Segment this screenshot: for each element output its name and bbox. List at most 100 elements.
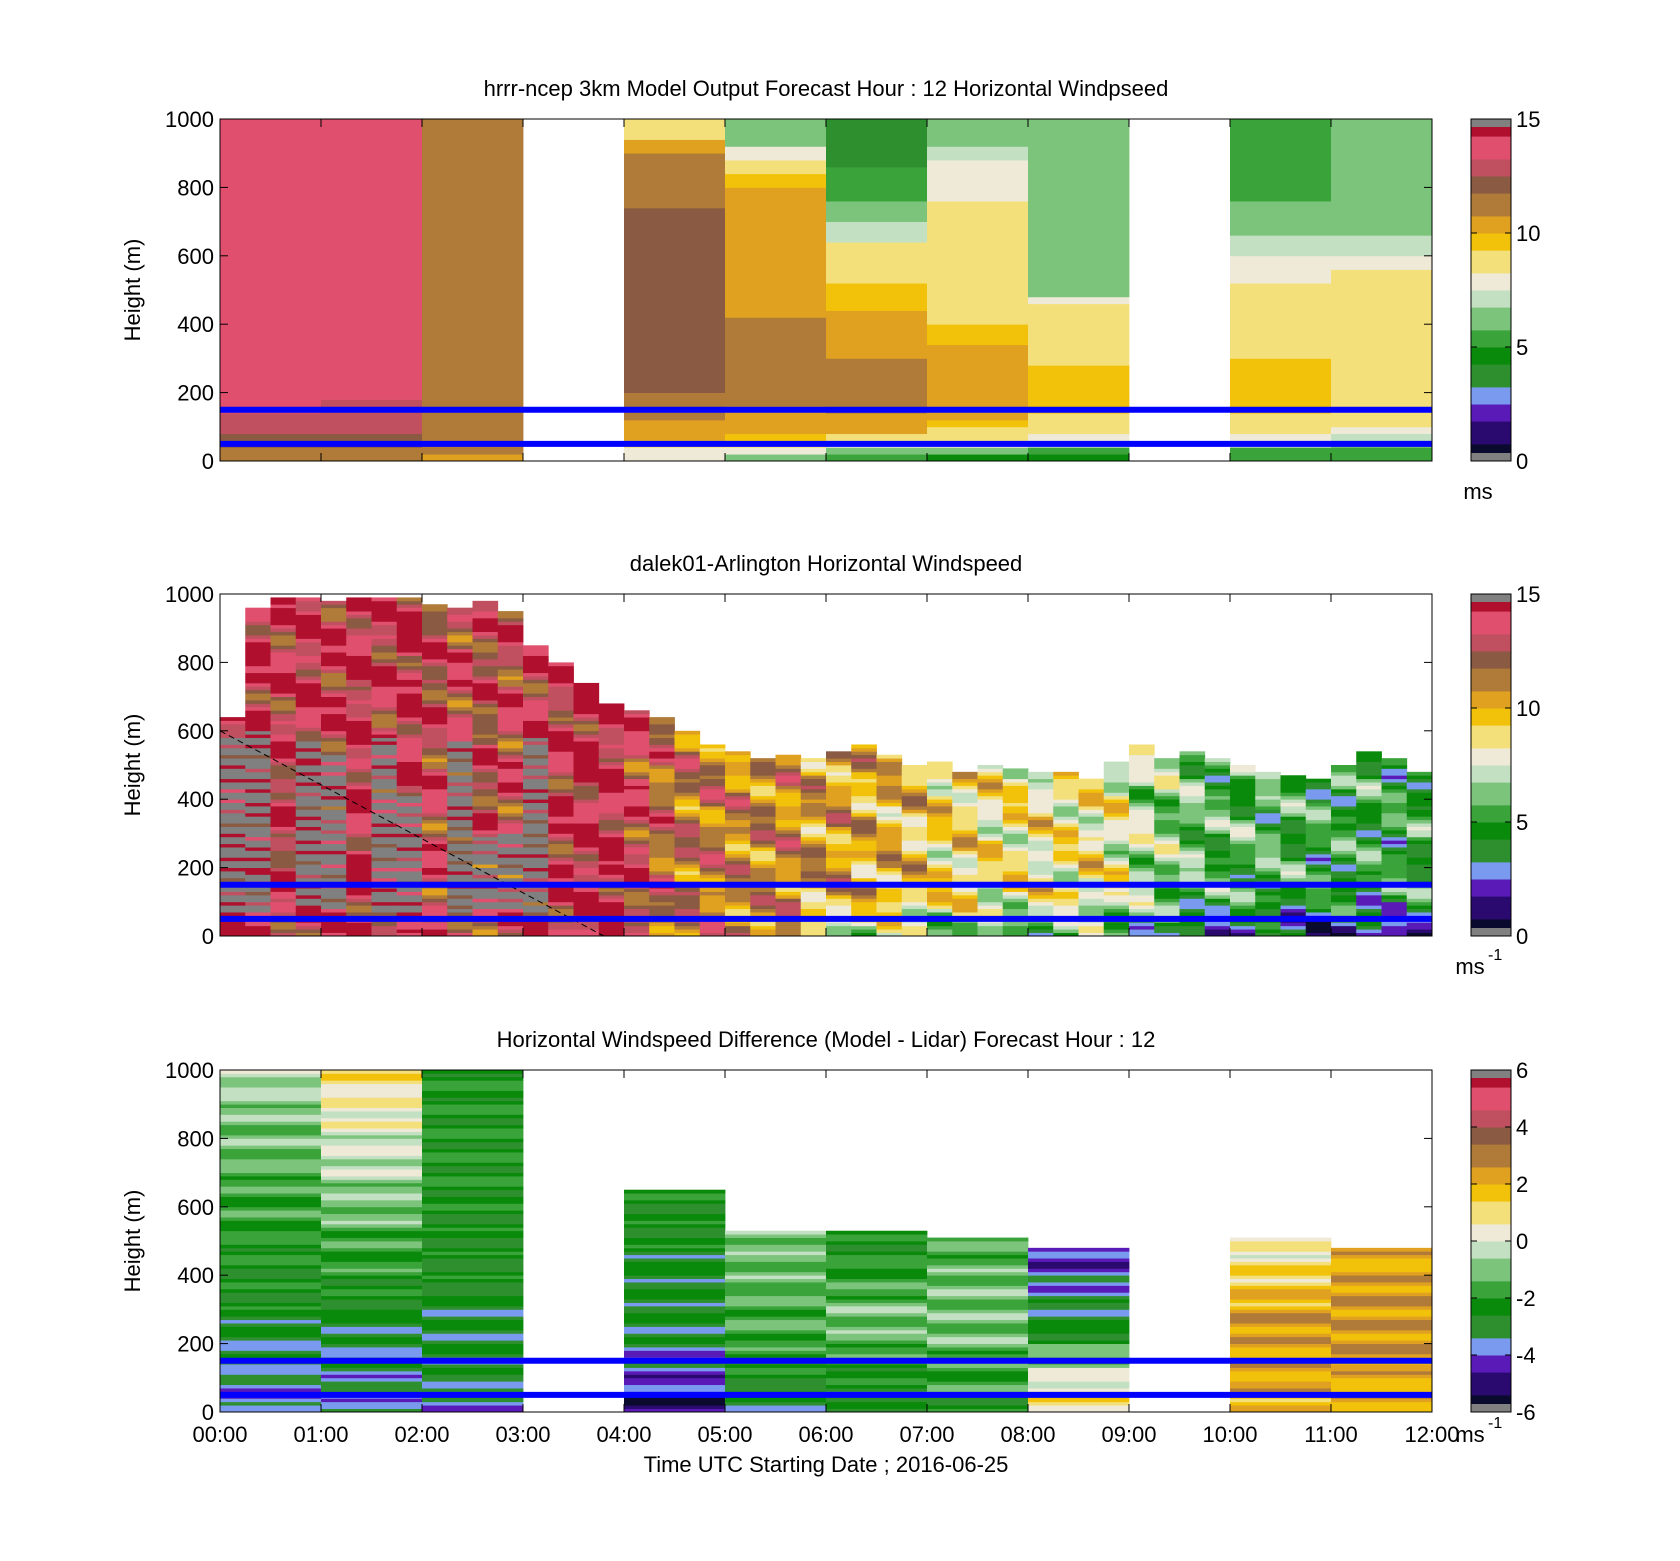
heatmap-cell xyxy=(1280,860,1307,865)
heatmap-cell xyxy=(220,310,322,318)
heatmap-cell xyxy=(927,761,953,766)
heatmap-cell xyxy=(977,826,1004,831)
heatmap-cell xyxy=(927,819,953,824)
heatmap-cell xyxy=(1129,799,1155,804)
heatmap-cell xyxy=(1154,771,1180,776)
heatmap-cell xyxy=(497,853,524,858)
heatmap-cell xyxy=(321,1117,423,1122)
heatmap-cell xyxy=(396,706,423,711)
heatmap-cell xyxy=(1002,829,1029,834)
heatmap-cell xyxy=(1053,888,1079,892)
heatmap-cell xyxy=(725,262,827,270)
heatmap-cell xyxy=(220,214,322,222)
heatmap-cell xyxy=(1078,932,1105,937)
heatmap-cell xyxy=(548,727,574,732)
heatmap-cell xyxy=(422,669,448,674)
heatmap-cell xyxy=(649,778,675,783)
heatmap-cell xyxy=(321,1155,423,1160)
heatmap-cell xyxy=(725,303,827,311)
heatmap-cell xyxy=(321,812,347,817)
heatmap-cell xyxy=(1230,296,1332,305)
heatmap-cell xyxy=(1406,771,1433,776)
heatmap-cell xyxy=(1179,867,1206,872)
heatmap-cell xyxy=(447,912,473,916)
heatmap-cell xyxy=(876,853,903,858)
heatmap-cell xyxy=(977,775,1004,780)
heatmap-cell xyxy=(851,809,877,814)
heatmap-cell xyxy=(674,788,701,793)
heatmap-cell xyxy=(321,809,347,814)
heatmap-cell xyxy=(523,761,549,766)
heatmap-cell xyxy=(977,765,1004,769)
heatmap-cell xyxy=(321,1350,423,1355)
heatmap-cell xyxy=(1154,871,1180,875)
heatmap-cell xyxy=(750,877,776,882)
heatmap-cell xyxy=(1230,833,1256,838)
heatmap-cell xyxy=(624,317,726,325)
heatmap-cell xyxy=(1230,1309,1332,1314)
heatmap-cell xyxy=(598,932,625,937)
heatmap-cell xyxy=(371,761,398,766)
heatmap-cell xyxy=(1103,799,1130,804)
heatmap-cell xyxy=(851,754,877,759)
heatmap-cell xyxy=(1331,1302,1433,1307)
heatmap-cell xyxy=(1002,809,1029,814)
heatmap-cell xyxy=(598,802,625,807)
colorbar-swatch xyxy=(1471,1109,1511,1117)
heatmap-cell xyxy=(321,1285,423,1290)
heatmap-cell xyxy=(598,713,625,718)
heatmap-cell xyxy=(422,1162,524,1167)
heatmap-cell xyxy=(1331,262,1433,270)
heatmap-cell xyxy=(497,614,524,619)
heatmap-cell xyxy=(876,768,903,773)
heatmap-cell xyxy=(725,139,827,147)
heatmap-cell xyxy=(220,1377,322,1382)
heatmap-cell xyxy=(1028,1377,1130,1382)
heatmap-cell xyxy=(245,658,271,663)
heatmap-cell xyxy=(624,1312,726,1317)
heatmap-cell xyxy=(1103,782,1130,786)
heatmap-cell xyxy=(220,1213,322,1218)
heatmap-cell xyxy=(649,912,675,916)
heatmap-cell xyxy=(1028,1340,1130,1344)
heatmap-cell xyxy=(674,765,701,769)
heatmap-cell xyxy=(346,730,372,735)
heatmap-cell xyxy=(548,823,574,827)
heatmap-cell xyxy=(220,1131,322,1136)
heatmap-cell xyxy=(624,888,650,892)
heatmap-cell xyxy=(346,891,372,896)
heatmap-cell xyxy=(927,454,1029,462)
heatmap-cell xyxy=(422,119,524,127)
heatmap-cell xyxy=(447,741,473,745)
heatmap-cell xyxy=(977,819,1004,824)
heatmap-cell xyxy=(220,1295,322,1300)
heatmap-cell xyxy=(1305,871,1332,875)
heatmap-cell xyxy=(1331,187,1433,195)
heatmap-cell xyxy=(548,829,574,834)
heatmap-cell xyxy=(1053,894,1079,899)
heatmap-cell xyxy=(826,1258,928,1262)
colorbar-swatch xyxy=(1471,1263,1511,1270)
heatmap-cell xyxy=(573,689,600,694)
heatmap-cell xyxy=(422,641,448,646)
heatmap-cell xyxy=(371,877,398,882)
heatmap-cell xyxy=(1230,819,1256,824)
heatmap-cell xyxy=(851,901,877,906)
heatmap-cell xyxy=(1406,922,1433,927)
heatmap-cell xyxy=(876,860,903,865)
heatmap-cell xyxy=(826,324,928,332)
heatmap-cell xyxy=(1356,826,1382,831)
heatmap-cell xyxy=(624,1258,726,1262)
heatmap-cell xyxy=(321,201,423,209)
heatmap-cell xyxy=(598,765,625,769)
heatmap-cell xyxy=(1331,826,1357,831)
heatmap-cell xyxy=(952,912,978,916)
heatmap-cell xyxy=(1356,925,1382,930)
heatmap-cell xyxy=(220,1282,322,1286)
heatmap-cell xyxy=(1255,871,1281,875)
heatmap-cell xyxy=(624,1333,726,1338)
heatmap-cell xyxy=(396,617,423,622)
heatmap-cell xyxy=(396,792,423,797)
heatmap-cell xyxy=(371,717,398,721)
heatmap-cell xyxy=(346,635,372,639)
